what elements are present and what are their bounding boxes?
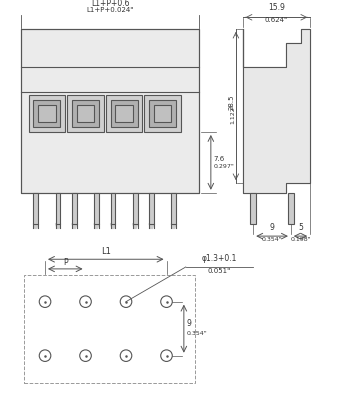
Bar xyxy=(38,105,56,122)
Bar xyxy=(250,193,256,224)
Bar xyxy=(111,100,138,127)
Bar xyxy=(21,29,199,193)
Bar xyxy=(21,29,199,193)
Text: 0.624": 0.624" xyxy=(265,17,288,23)
Bar xyxy=(144,95,181,132)
Text: P: P xyxy=(63,258,68,267)
Bar xyxy=(106,95,143,132)
Bar xyxy=(149,193,154,224)
Bar xyxy=(149,100,176,127)
Bar xyxy=(67,95,104,132)
Bar xyxy=(77,105,94,122)
Bar xyxy=(116,105,133,122)
Bar xyxy=(24,275,195,383)
Text: 0.198": 0.198" xyxy=(290,237,311,242)
Bar xyxy=(72,193,77,224)
Text: 9: 9 xyxy=(187,319,192,328)
Polygon shape xyxy=(33,224,38,228)
Bar xyxy=(111,193,116,224)
Text: 28.5: 28.5 xyxy=(229,94,235,110)
Text: L1+P+0.024": L1+P+0.024" xyxy=(86,8,134,14)
Bar xyxy=(72,100,99,127)
Text: L1: L1 xyxy=(101,247,111,256)
Polygon shape xyxy=(149,224,154,228)
Polygon shape xyxy=(94,224,99,228)
Bar xyxy=(171,193,176,224)
Bar xyxy=(154,105,171,122)
Text: 9: 9 xyxy=(270,223,275,232)
Bar xyxy=(33,100,60,127)
Text: L1+P+0.6: L1+P+0.6 xyxy=(91,0,129,8)
Text: 0.354": 0.354" xyxy=(187,331,207,336)
Text: 1.122": 1.122" xyxy=(230,103,235,124)
Bar xyxy=(133,193,138,224)
Text: 0.051": 0.051" xyxy=(208,268,231,274)
Text: 0.297": 0.297" xyxy=(214,164,235,169)
Bar xyxy=(288,193,294,224)
Polygon shape xyxy=(171,224,176,228)
Polygon shape xyxy=(56,224,60,228)
Bar xyxy=(56,193,60,224)
Polygon shape xyxy=(133,224,138,228)
Text: 15.9: 15.9 xyxy=(268,4,285,12)
Bar xyxy=(94,193,99,224)
Polygon shape xyxy=(72,224,77,228)
Text: 7.6: 7.6 xyxy=(214,156,225,162)
Polygon shape xyxy=(243,29,310,193)
Text: 0.354": 0.354" xyxy=(262,237,283,242)
Text: φ1.3+0.1: φ1.3+0.1 xyxy=(202,254,237,263)
Text: 5: 5 xyxy=(298,223,303,232)
Polygon shape xyxy=(111,224,116,228)
Bar xyxy=(33,193,38,224)
Bar xyxy=(29,95,65,132)
